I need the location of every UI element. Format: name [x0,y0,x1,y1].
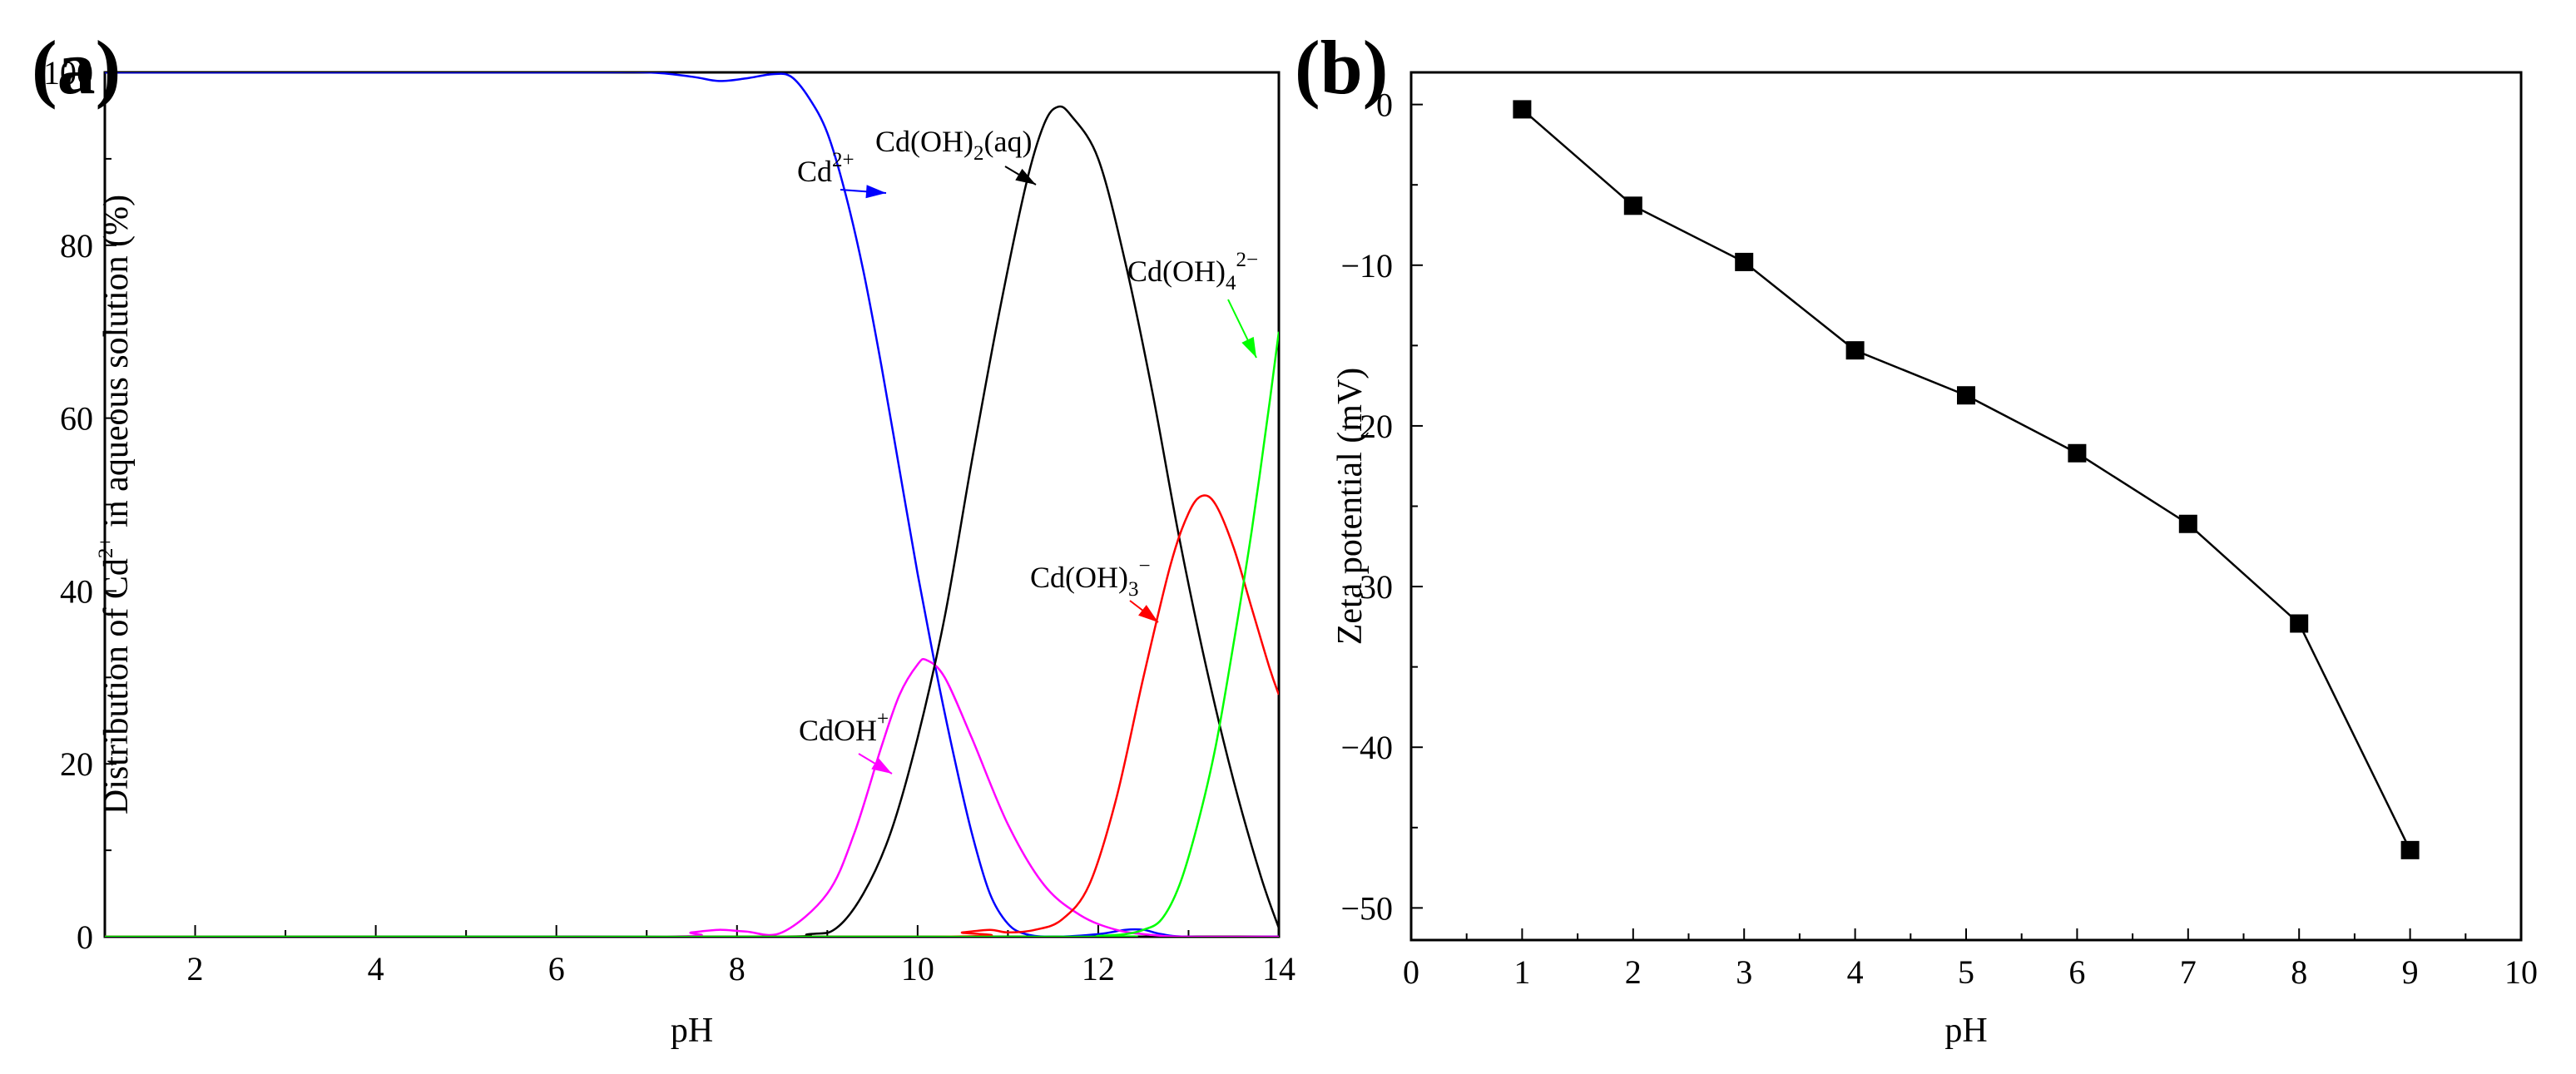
x-tick-label: 3 [1736,953,1752,991]
y-tick-label: 0 [1376,87,1393,124]
label-cd-oh-3: Cd(OH)3− [1030,555,1151,601]
data-point [2290,614,2309,633]
label-cd-oh-2-aq-sub: 2 [973,142,984,165]
label-cd-oh-4-base: Cd(OH) [1127,255,1226,288]
x-axis-title: pH [671,1012,713,1050]
y-axis-title-post: in aqueous solution (%) [97,195,136,537]
arrow-cd-oh-3 [1129,600,1159,623]
series-line [1521,108,2411,851]
y-tick-label: 40 [60,572,93,610]
x-tick-label: 8 [729,950,746,987]
series-line-1 [105,657,1279,937]
label-cdoh-sup: + [877,708,889,730]
label-cd-oh-4: Cd(OH)42− [1127,249,1258,294]
x-tick-label: 2 [187,950,204,987]
y-tick-label: 80 [60,227,93,265]
series-line-0 [105,72,1279,937]
arrow-cd2plus-head [865,185,886,199]
y-tick-label: −10 [1340,247,1393,285]
panel-a-frame [103,71,1281,938]
y-axis-title: Zeta potential (mV) [1331,368,1370,646]
y-axis-title-pre: Distribution of Cd [97,558,136,814]
x-tick-label: 6 [548,950,565,987]
y-tick-label: −50 [1340,889,1393,927]
y-tick-label: 0 [77,918,93,956]
x-tick-label: 10 [901,950,934,987]
label-cd-oh-2-aq: Cd(OH)2(aq) [875,125,1032,165]
label-cd-oh-4-sub: 4 [1226,272,1236,294]
panel-a-chart: 2 4 6 8 10 12 14 0 20 40 60 80 100 pH Distribution of … [32,25,1295,1050]
panel-a-curves [105,72,1279,937]
x-tick-label: 9 [2402,953,2419,991]
label-cdoh-base: CdOH [799,714,877,747]
panel-label-b: (b) [1295,25,1388,110]
x-tick-label: 4 [1847,953,1864,991]
x-tick-label: 4 [368,950,384,987]
y-tick-label: −30 [1340,568,1393,606]
arrow-cd-oh-3-head [1138,605,1158,622]
x-tick-label: 1 [1513,953,1530,991]
arrow-cd-oh-2-aq [1004,166,1037,186]
label-cd2plus: Cd2+ [797,149,855,188]
x-tick-label: 12 [1082,950,1115,987]
panel-b-frame [1409,71,2523,942]
series-line-4 [105,331,1279,937]
panel-b-chart: 0 1 2 3 4 5 6 7 8 9 10 0 −10 −20 −30 −40 −50 pH Zeta poten… [1295,25,2538,1050]
arrow-cd2plus [840,185,887,199]
y-tick-label: −40 [1340,729,1393,766]
data-point [2400,840,2420,859]
data-point [2178,514,2197,533]
arrow-cd-oh-4-head [1241,336,1256,358]
y-tick-label: −20 [1340,408,1393,445]
label-cd2plus-base: Cd [797,155,832,188]
label-cdoh: CdOH+ [799,708,889,747]
label-cd-oh-4-sup: 2− [1236,249,1258,271]
x-tick-label: 8 [2291,953,2307,991]
x-tick-label: 0 [1403,953,1419,991]
arrow-cdoh-head [871,757,892,774]
data-point [2068,443,2087,463]
x-axis-title: pH [1944,1012,1987,1050]
y-axis-title: Distribution of Cd2+ in aqueous solution… [95,195,136,814]
data-point [1513,100,1532,119]
label-cd-oh-3-sup: − [1138,555,1150,577]
y-tick-label: 100 [43,54,93,92]
arrow-cd-oh-4 [1227,299,1257,359]
x-tick-label: 7 [2180,953,2197,991]
panel-label-a: (a) [32,25,121,110]
data-point [1735,252,1754,271]
label-cd-oh-3-sub: 3 [1128,578,1139,601]
x-tick-label: 2 [1625,953,1642,991]
label-cd-oh-3-base: Cd(OH) [1030,561,1128,594]
data-point [1957,386,1975,405]
series-line-2 [105,105,1279,937]
arrow-cd-oh-2-aq-head [1015,168,1036,185]
x-tick-label: 6 [2068,953,2085,991]
label-cd-oh-2-aq-base: Cd(OH) [875,125,973,158]
data-point [1845,341,1865,360]
arrow-cdoh [858,753,893,775]
y-axis-title-sup: 2+ [95,536,117,558]
x-tick-label: 10 [2504,953,2538,991]
y-tick-label: 60 [60,400,93,438]
label-cd-oh-2-aq-post: (aq) [983,125,1032,158]
y-tick-label: 20 [60,745,93,783]
label-cd2plus-sup: 2+ [832,149,855,171]
data-point [1623,196,1642,215]
x-tick-label: 14 [1262,950,1295,987]
x-tick-label: 5 [1958,953,1974,991]
